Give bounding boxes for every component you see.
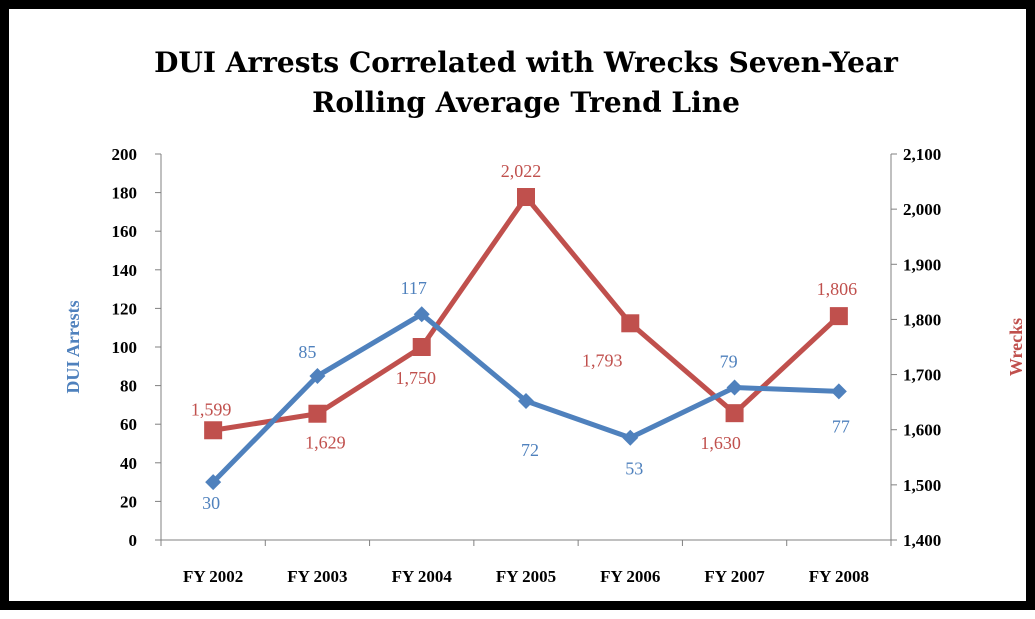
x-tick-label: FY 2002 bbox=[183, 567, 243, 586]
right-tick-label: 2,100 bbox=[903, 145, 941, 164]
right-axis-title: Wrecks bbox=[1006, 318, 1026, 376]
wrecks-data-label: 1,599 bbox=[191, 399, 232, 419]
left-tick-label: 0 bbox=[129, 531, 138, 550]
wrecks-point bbox=[412, 338, 431, 356]
right-tick-label: 1,500 bbox=[903, 476, 941, 495]
wrecks-data-label: 1,750 bbox=[395, 368, 436, 388]
right-tick-label: 1,400 bbox=[903, 531, 941, 550]
left-tick-label: 20 bbox=[120, 492, 137, 511]
left-tick-label: 40 bbox=[120, 454, 137, 473]
x-tick-label: FY 2008 bbox=[809, 567, 869, 586]
wrecks-data-label: 1,630 bbox=[700, 433, 741, 453]
left-tick-label: 120 bbox=[112, 299, 138, 318]
data-labels: 1,599 1,629 1,750 2,022 1,793 1,630 1,806 30 85 1… bbox=[191, 161, 857, 513]
wrecks-point bbox=[517, 188, 535, 207]
wrecks-data-label: 1,806 bbox=[817, 279, 858, 299]
dui-arrests-data-label: 53 bbox=[625, 459, 643, 479]
dui-arrests-data-label: 72 bbox=[521, 440, 539, 460]
chart-title-line2: Rolling Average Trend Line bbox=[312, 86, 740, 119]
wrecks-data-label: 1,793 bbox=[582, 350, 623, 370]
dui-arrests-point bbox=[726, 379, 743, 396]
right-tick-label: 2,000 bbox=[903, 200, 941, 219]
dui-arrests-data-label: 30 bbox=[202, 493, 220, 513]
right-tick-label: 1,600 bbox=[903, 421, 941, 440]
x-tick-label: FY 2007 bbox=[704, 567, 765, 586]
left-tick-label: 140 bbox=[112, 261, 138, 280]
left-tick-label: 80 bbox=[120, 377, 137, 396]
right-tick-label: 1,700 bbox=[903, 366, 941, 385]
x-tick-label: FY 2005 bbox=[496, 567, 556, 586]
wrecks-point bbox=[308, 404, 327, 423]
left-tick-label: 180 bbox=[112, 184, 138, 203]
right-tick-label: 1,800 bbox=[903, 310, 941, 329]
dui-arrests-point bbox=[413, 306, 430, 323]
dui-arrests-point bbox=[830, 383, 847, 400]
wrecks-data-label: 1,629 bbox=[305, 433, 346, 453]
wrecks-point bbox=[621, 314, 640, 333]
left-tick-label: 100 bbox=[112, 338, 138, 357]
x-tick-label: FY 2004 bbox=[392, 567, 453, 586]
wrecks-data-label: 2,022 bbox=[501, 161, 542, 181]
left-tick-label: 200 bbox=[112, 145, 138, 164]
wrecks-point bbox=[725, 404, 744, 423]
dui-arrests-point bbox=[622, 429, 639, 446]
left-axis-title: DUI Arrests bbox=[63, 300, 83, 393]
chart-title-line1: DUI Arrests Correlated with Wrecks Seven… bbox=[154, 46, 899, 79]
dui-arrests-data-label: 117 bbox=[401, 278, 427, 298]
x-tick-label: FY 2003 bbox=[287, 567, 347, 586]
dui-arrests-data-label: 85 bbox=[298, 342, 316, 362]
markers bbox=[204, 188, 848, 491]
x-tick-label: FY 2006 bbox=[600, 567, 660, 586]
dui-arrests-point bbox=[309, 367, 326, 384]
wrecks-point bbox=[829, 307, 848, 326]
dui-arrests-data-label: 79 bbox=[720, 352, 738, 372]
dui-arrests-data-label: 77 bbox=[832, 416, 850, 436]
left-tick-label: 60 bbox=[120, 415, 137, 434]
right-tick-label: 1,900 bbox=[903, 255, 941, 274]
chart: DUI Arrests Correlated with Wrecks Seven… bbox=[63, 46, 1026, 586]
dui-arrests-point bbox=[205, 474, 222, 491]
axes: 0 20 40 60 80 100 120 140 160 180 200 1,400 1,500 1,6… bbox=[63, 145, 1026, 586]
wrecks-point bbox=[204, 421, 223, 440]
left-tick-label: 160 bbox=[112, 222, 138, 241]
dui-arrests-point bbox=[518, 393, 534, 410]
